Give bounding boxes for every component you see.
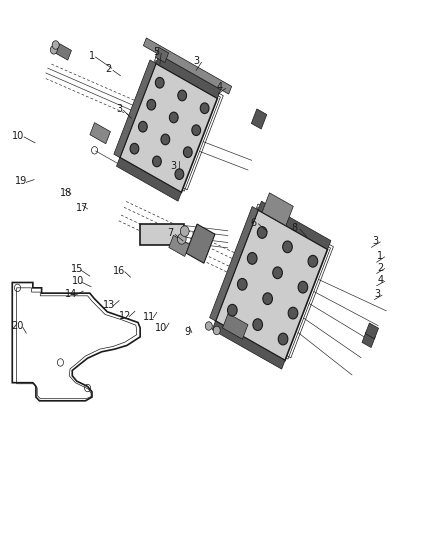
Circle shape (161, 134, 170, 145)
Text: 2: 2 (106, 64, 112, 74)
Polygon shape (215, 210, 328, 360)
Polygon shape (155, 47, 169, 62)
Text: 4: 4 (217, 83, 223, 92)
Polygon shape (210, 206, 258, 321)
Polygon shape (186, 224, 215, 263)
Polygon shape (262, 193, 293, 225)
Polygon shape (120, 63, 217, 192)
Polygon shape (223, 313, 248, 339)
Polygon shape (56, 44, 71, 60)
Text: 17: 17 (76, 203, 88, 213)
Text: 9: 9 (184, 327, 191, 336)
Polygon shape (212, 321, 285, 369)
Circle shape (138, 122, 147, 132)
Text: 2: 2 (377, 263, 383, 272)
Circle shape (52, 41, 59, 49)
Text: 4: 4 (377, 276, 383, 285)
Text: 3: 3 (372, 236, 378, 246)
Text: 6: 6 (250, 218, 256, 228)
Circle shape (213, 326, 220, 335)
Circle shape (152, 156, 161, 167)
Text: 3: 3 (170, 161, 176, 171)
Circle shape (50, 45, 57, 54)
Text: 7: 7 (167, 229, 173, 238)
Circle shape (155, 77, 164, 88)
Polygon shape (117, 158, 181, 201)
Text: 5: 5 (154, 47, 160, 57)
Circle shape (253, 319, 262, 330)
Polygon shape (90, 123, 110, 144)
Polygon shape (362, 332, 375, 348)
Circle shape (298, 281, 308, 293)
Text: 20: 20 (11, 321, 24, 331)
Text: 3: 3 (116, 104, 122, 114)
Circle shape (278, 333, 288, 345)
Polygon shape (251, 109, 267, 129)
Circle shape (130, 143, 139, 154)
Polygon shape (114, 60, 156, 158)
Text: 11: 11 (143, 312, 155, 321)
Text: 3: 3 (374, 289, 381, 299)
Text: 15: 15 (71, 264, 83, 274)
Text: 3: 3 (193, 56, 199, 66)
Circle shape (288, 307, 298, 319)
Circle shape (170, 112, 178, 123)
Circle shape (263, 293, 272, 304)
Text: 10: 10 (72, 277, 84, 286)
Polygon shape (258, 201, 331, 249)
Circle shape (273, 267, 283, 279)
Text: 18: 18 (60, 188, 72, 198)
Polygon shape (140, 224, 184, 245)
Circle shape (258, 227, 267, 238)
Circle shape (247, 253, 257, 264)
Circle shape (283, 241, 292, 253)
Circle shape (192, 125, 201, 135)
Text: 1: 1 (89, 51, 95, 61)
Text: 1: 1 (377, 251, 383, 261)
Circle shape (180, 226, 189, 237)
Circle shape (200, 103, 209, 114)
Circle shape (227, 304, 237, 316)
Polygon shape (143, 38, 232, 94)
Circle shape (205, 322, 212, 330)
Text: 19: 19 (15, 176, 27, 186)
Polygon shape (156, 55, 221, 98)
Text: 16: 16 (113, 266, 125, 276)
Text: 14: 14 (65, 289, 77, 299)
Circle shape (175, 169, 184, 180)
Polygon shape (169, 236, 189, 256)
Circle shape (308, 255, 318, 267)
Circle shape (184, 147, 192, 158)
Polygon shape (365, 323, 378, 339)
Text: 10: 10 (12, 131, 25, 141)
Text: 12: 12 (119, 311, 131, 320)
Text: 10: 10 (155, 323, 167, 333)
Circle shape (237, 278, 247, 290)
Circle shape (147, 99, 155, 110)
Text: 13: 13 (102, 300, 115, 310)
Circle shape (177, 233, 186, 244)
Text: 8: 8 (291, 223, 297, 233)
Circle shape (178, 90, 187, 101)
